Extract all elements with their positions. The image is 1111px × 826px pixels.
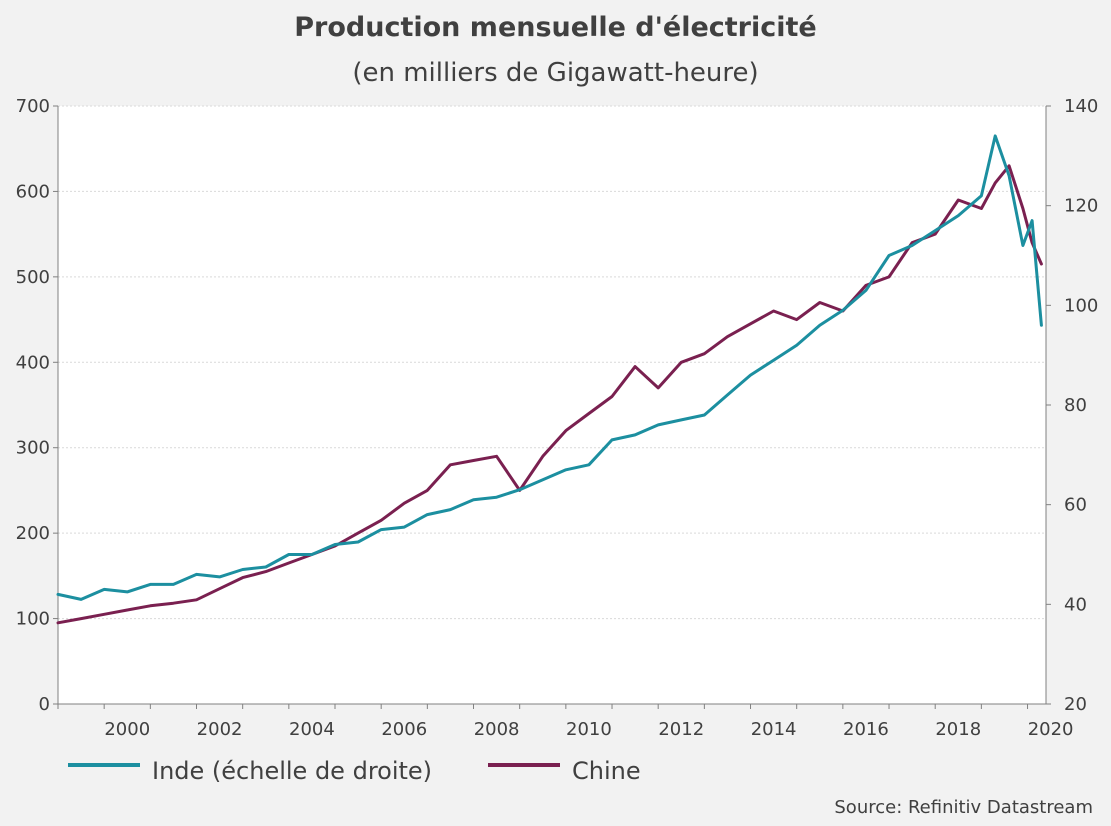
right-tick-label: 40 — [1064, 594, 1087, 615]
left-tick-label: 700 — [16, 96, 50, 117]
left-tick-label: 600 — [16, 181, 50, 202]
series-lines — [56, 134, 1043, 625]
plot-area — [58, 106, 1046, 704]
x-tick-label: 2014 — [751, 719, 797, 740]
left-tick-label: 100 — [16, 609, 50, 630]
x-axis: 2000 2002 2004 2006 2008 2010 2012 2014 2016 2018… — [57, 704, 1074, 740]
x-tick-label: 2012 — [658, 719, 704, 740]
legend: Inde (échelle de droite) Chine — [68, 757, 641, 785]
x-tick-label: 2000 — [104, 719, 150, 740]
chart-title: Production mensuelle d'électricité — [294, 12, 817, 43]
right-tick-label: 80 — [1064, 395, 1087, 416]
left-tick-label: 500 — [16, 267, 50, 288]
left-tick-label: 200 — [16, 523, 50, 544]
left-tick-label: 300 — [16, 438, 50, 459]
x-tick-label: 2020 — [1028, 719, 1074, 740]
x-tick-label: 2018 — [935, 719, 981, 740]
left-tick-label: 0 — [39, 694, 50, 715]
left-tick-label: 400 — [16, 352, 50, 373]
x-tick-label: 2002 — [197, 719, 243, 740]
right-tick-label: 140 — [1064, 96, 1098, 117]
x-tick-label: 2004 — [289, 719, 335, 740]
x-tick-label: 2006 — [381, 719, 427, 740]
right-y-axis: 20 40 60 80 100 120 140 — [1046, 96, 1098, 715]
legend-label-chine: Chine — [572, 757, 641, 785]
x-tick-label: 2010 — [566, 719, 612, 740]
series-line-inde — [56, 134, 1043, 601]
right-tick-label: 60 — [1064, 495, 1087, 516]
source-note: Source: Refinitiv Datastream — [834, 797, 1093, 818]
chart-subtitle: (en milliers de Gigawatt-heure) — [352, 58, 759, 88]
x-tick-label: 2016 — [843, 719, 889, 740]
right-tick-label: 120 — [1064, 196, 1098, 217]
x-tick-label: 2008 — [474, 719, 520, 740]
legend-label-inde: Inde (échelle de droite) — [152, 757, 432, 785]
right-tick-label: 20 — [1064, 694, 1087, 715]
right-tick-label: 100 — [1064, 295, 1098, 316]
left-y-axis: 0 100 200 300 400 500 600 700 — [16, 96, 58, 715]
